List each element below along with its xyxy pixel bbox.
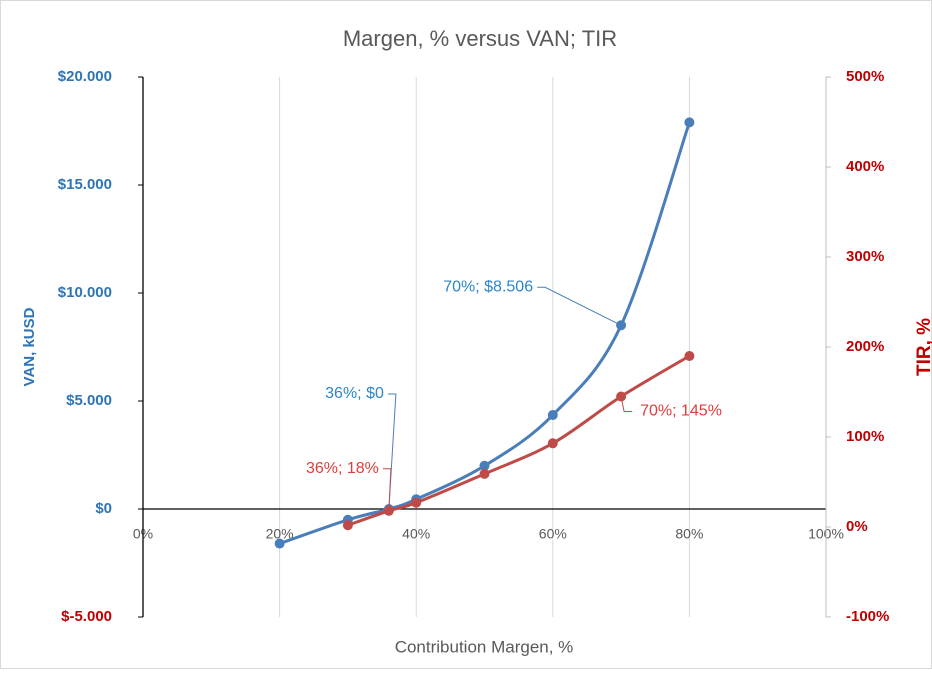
y2-tick-label: -100%	[846, 608, 889, 625]
series-point	[547, 438, 558, 449]
y2-tick-label: 100%	[846, 428, 884, 445]
x-tick-label: 40%	[402, 526, 430, 542]
series-point	[684, 351, 695, 361]
chart-title: Margen, % versus VAN; TIR	[343, 26, 617, 51]
y2-tick-label: 500%	[846, 68, 884, 85]
x-tick-label: 20%	[266, 526, 294, 542]
series-point	[411, 497, 422, 508]
leader-line	[620, 396, 633, 412]
series-point	[547, 410, 558, 421]
y-tick-label: $0	[95, 500, 112, 517]
x-tick-label: 60%	[539, 526, 567, 542]
y-tick-label: $-5.000	[61, 608, 112, 625]
data-label: 70%; 145%	[640, 403, 722, 420]
y-tick-label: $5.000	[66, 392, 112, 409]
y2-tick-label: 400%	[846, 158, 884, 175]
y-tick-label: $20.000	[58, 68, 112, 85]
leader-line	[537, 286, 622, 326]
data-label: 70%; $8.506	[443, 278, 533, 295]
y-axis-title: VAN, kUSD	[21, 307, 38, 386]
y2-tick-label: 200%	[846, 338, 884, 355]
y2-tick-label: 0%	[846, 518, 868, 535]
series-point	[342, 520, 353, 531]
data-label: 36%; $0	[325, 385, 384, 402]
x-tick-label: 80%	[675, 526, 703, 542]
leader-line	[382, 468, 392, 511]
series-point	[684, 117, 695, 128]
series-point	[274, 538, 285, 549]
y-tick-label: $10.000	[58, 284, 112, 301]
y2-tick-label: 300%	[846, 248, 884, 265]
series-point	[479, 468, 490, 479]
series-point	[479, 460, 490, 471]
x-axis-title: Contribution Margen, %	[395, 637, 574, 656]
y2-axis-title: TIR, %	[914, 318, 932, 376]
y-tick-label: $15.000	[58, 176, 112, 193]
data-label: 36%; 18%	[306, 460, 379, 477]
